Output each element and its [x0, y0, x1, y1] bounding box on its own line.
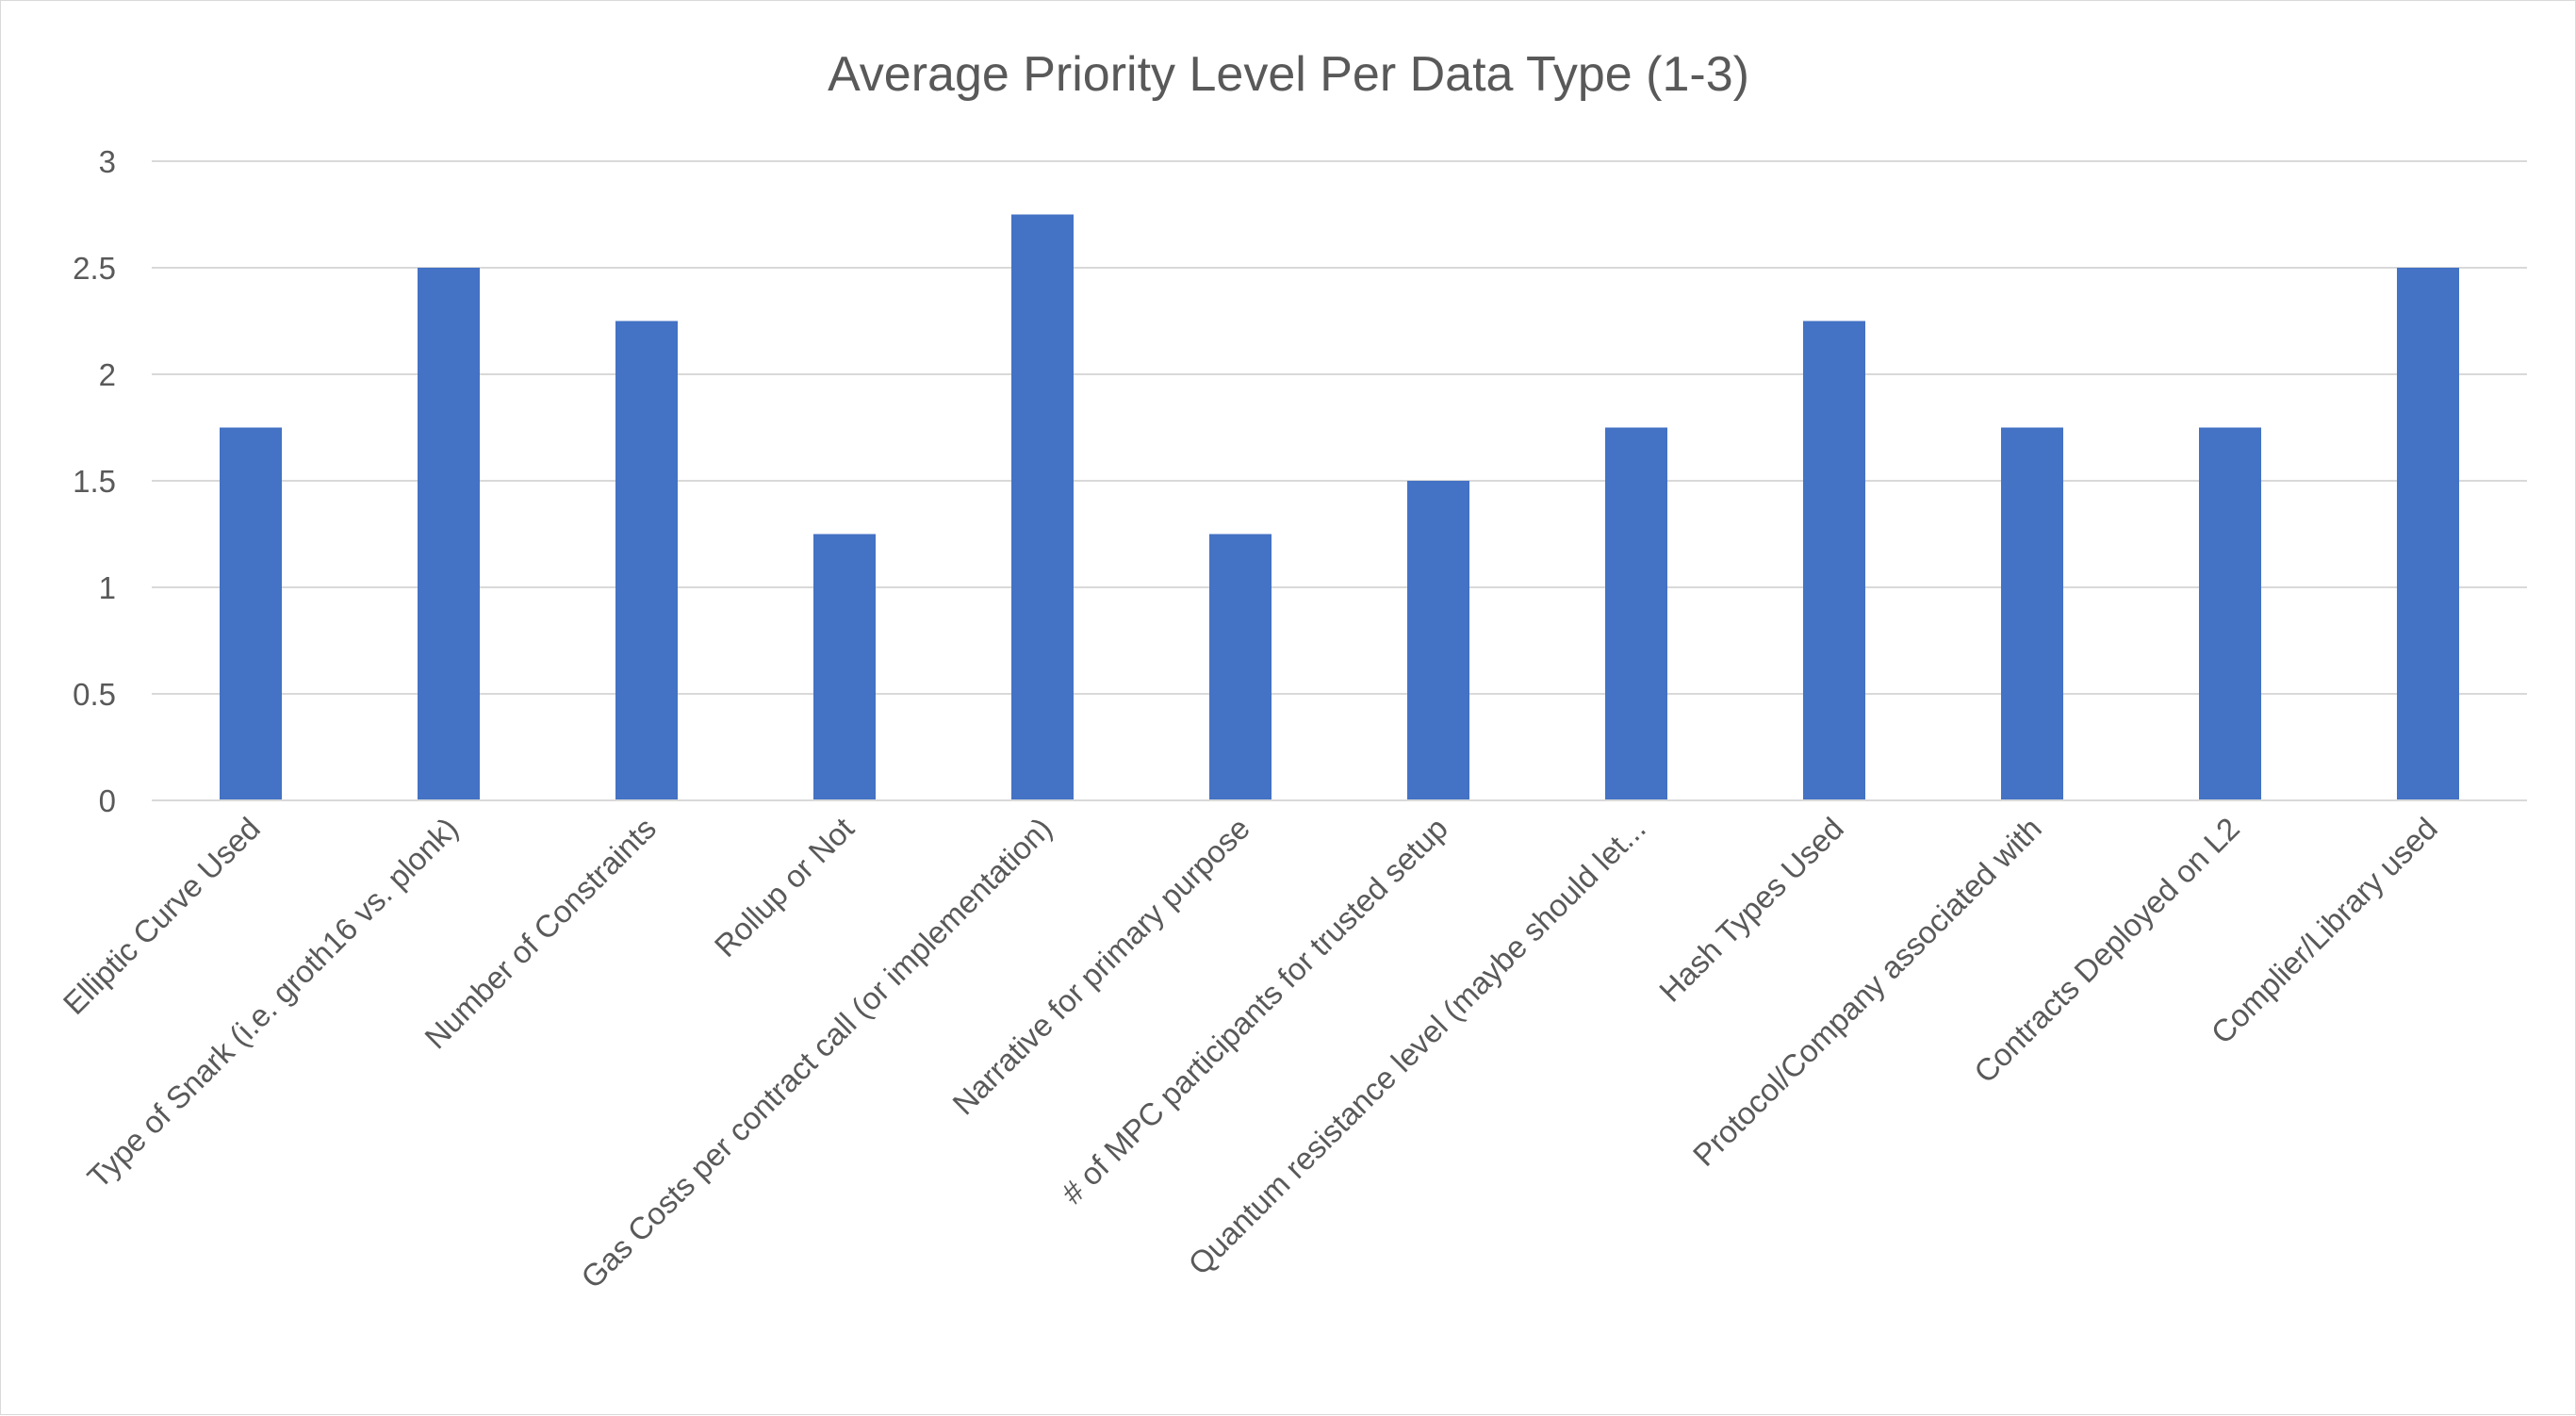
chart-title: Average Priority Level Per Data Type (1-… — [828, 47, 1749, 102]
bar — [1209, 534, 1272, 800]
bar — [2397, 268, 2459, 800]
y-tick-label: 0 — [99, 783, 116, 818]
x-category-label: Number of Constraints — [418, 811, 663, 1056]
y-tick-label: 1 — [99, 570, 116, 605]
bar — [615, 321, 678, 800]
x-category-label: # of MPC participants for trusted setup — [1055, 811, 1454, 1210]
y-tick-label: 2.5 — [73, 251, 116, 286]
y-tick-label: 0.5 — [73, 677, 116, 712]
bar — [1011, 214, 1074, 800]
bars — [220, 214, 2459, 800]
x-category-label: Complier/Library used — [2205, 811, 2444, 1050]
bar — [2001, 427, 2063, 800]
gridlines — [152, 160, 2527, 695]
x-category-label: Hash Types Used — [1652, 811, 1850, 1009]
x-category-label: Elliptic Curve Used — [57, 811, 267, 1021]
x-category-label: Rollup or Not — [708, 811, 861, 963]
x-category-label: Gas Costs per contract call (or implemen… — [574, 811, 1058, 1295]
bar — [1605, 427, 1667, 800]
y-tick-label: 2 — [99, 357, 116, 392]
bar — [1803, 321, 1865, 800]
y-axis-tick-labels: 0 0.5 1 1.5 2 2.5 3 — [73, 144, 116, 818]
x-category-label: Quantum resistance level (maybe should l… — [1181, 811, 1652, 1282]
bar — [418, 268, 480, 800]
bar — [1407, 481, 1469, 800]
bar — [220, 427, 282, 800]
y-tick-label: 3 — [99, 144, 116, 179]
x-category-label: Type of Snark (i.e. groth16 vs. plonk) — [80, 811, 464, 1194]
bar — [2199, 427, 2261, 800]
y-tick-label: 1.5 — [73, 464, 116, 499]
bar — [813, 534, 876, 800]
x-category-label: Protocol/Company associated with — [1686, 811, 2048, 1173]
